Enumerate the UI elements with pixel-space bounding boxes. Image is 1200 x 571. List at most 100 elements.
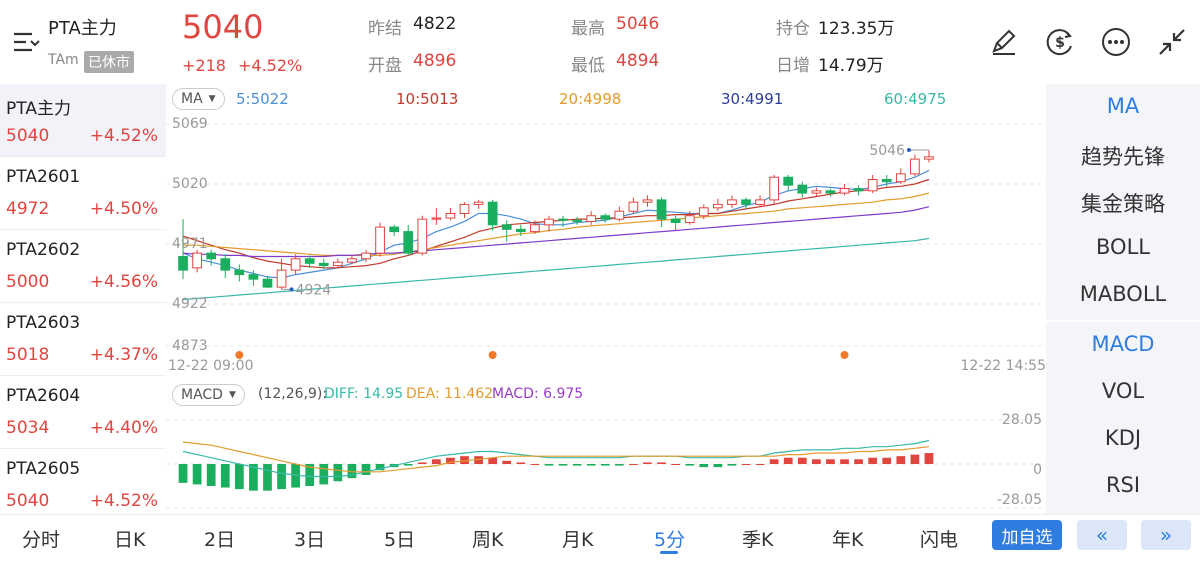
macd-bar [614, 464, 624, 466]
macd-bar [854, 459, 863, 464]
contract-item[interactable]: PTA2605 5040 +4.52% [0, 449, 166, 514]
macd-bar [896, 456, 906, 464]
currency-icon[interactable]: $ [1042, 24, 1078, 60]
macd-y-label: 28.05 [1001, 412, 1042, 428]
macd-diff-line [182, 439, 930, 478]
contract-price: 5034 [6, 418, 50, 438]
status-badge: 已休市 [84, 51, 134, 73]
candle-body [558, 218, 568, 221]
macd-bar [234, 464, 244, 490]
signal-dot [235, 351, 244, 359]
contract-price: 4972 [6, 199, 50, 219]
low-marker-dot [289, 287, 294, 292]
macd-bar [446, 457, 455, 464]
period-tab[interactable]: 季K [742, 529, 774, 551]
candle-body [741, 199, 751, 205]
caret-down-icon: ▼ [208, 94, 216, 104]
contract-item[interactable]: PTA2601 4972 +4.50% [0, 157, 166, 230]
ma5-value: 5:5022 [236, 90, 289, 108]
contract-item[interactable]: PTA2602 5000 +4.56% [0, 230, 166, 303]
period-tab[interactable]: 5日 [384, 529, 416, 551]
period-tab[interactable]: 2日 [204, 529, 236, 551]
period-tab[interactable]: 分时 [22, 529, 61, 551]
macd-bar [812, 459, 821, 464]
macd-params: (12,26,9): [258, 386, 328, 402]
collapse-icon[interactable] [1154, 24, 1190, 60]
divider [1046, 320, 1200, 322]
sub-indicator-option[interactable]: VOL [1101, 379, 1145, 403]
menu-icon[interactable] [12, 30, 40, 54]
indicator-option[interactable]: 集金策略 [1081, 192, 1165, 216]
indicator-option[interactable]: MABOLL [1079, 282, 1167, 306]
price-change: +218 [182, 56, 226, 75]
kline-chart[interactable]: MA ▼ 5:5022 10:5013 20:4998 30:4991 60:4… [166, 84, 1046, 514]
contract-item[interactable]: PTA2603 5018 +4.37% [0, 303, 166, 376]
macd-bar [699, 464, 709, 468]
macd-y-label: 0 [1033, 462, 1042, 478]
period-tab[interactable]: 闪电 [920, 529, 959, 551]
macd-bar [840, 459, 849, 464]
contract-name: PTA主力 [6, 99, 71, 119]
stat-value: 4896 [413, 51, 457, 71]
macd-bar [474, 456, 483, 464]
macd-bar [783, 457, 793, 464]
more-icon[interactable] [1098, 24, 1134, 60]
macd-bar [586, 464, 596, 466]
macd-bar [417, 462, 427, 464]
sub-indicator-selector[interactable]: MACD ▼ [172, 384, 245, 406]
macd-bar [826, 459, 835, 464]
period-tab[interactable]: 年K [832, 529, 864, 551]
sub-indicator-option[interactable]: KDJ [1104, 426, 1142, 450]
macd-plot [166, 419, 1046, 509]
macd-bar [558, 464, 568, 466]
time-start-label: 12-22 09:00 [168, 358, 254, 374]
period-tab[interactable]: 5分 [654, 529, 686, 551]
macd-bar [432, 459, 441, 464]
contract-change: +4.56% [89, 272, 158, 292]
macd-bar [657, 462, 666, 464]
macd-bar [572, 464, 582, 466]
contract-price: 5040 [6, 491, 50, 511]
svg-text:$: $ [1055, 35, 1065, 51]
contract-name: PTA2603 [6, 313, 81, 333]
period-tab[interactable]: 月K [562, 529, 594, 551]
contract-price: 5018 [6, 345, 50, 365]
main-indicator-label: MA [181, 91, 203, 107]
signal-dot [488, 351, 497, 359]
candle-body [839, 188, 850, 194]
sub-indicator-label: MACD [181, 387, 223, 403]
candle-body [712, 203, 723, 209]
macd-bar [460, 456, 469, 464]
indicator-option[interactable]: BOLL [1096, 235, 1150, 259]
candle-body [501, 224, 512, 230]
contract-item[interactable]: PTA2604 5034 +4.40% [0, 376, 166, 449]
sub-indicator-option[interactable]: RSI [1105, 473, 1141, 497]
contract-item[interactable]: PTA主力 5040 +4.52% [0, 84, 166, 157]
time-end-label: 12-22 14:55 [960, 358, 1046, 374]
candle-body [459, 203, 470, 214]
period-tab[interactable]: 日K [114, 529, 146, 551]
candle-body [431, 217, 442, 220]
candle-body [234, 269, 245, 276]
macd-y-label: -28.05 [996, 492, 1042, 508]
ma20-value: 20:4998 [559, 90, 622, 108]
candle-body [530, 224, 540, 233]
next-button[interactable]: » [1141, 520, 1191, 550]
y-label: 4922 [172, 296, 208, 312]
prev-button[interactable]: « [1077, 520, 1127, 550]
indicator-option[interactable]: 趋势先锋 [1081, 145, 1165, 169]
indicator-option[interactable]: MA [1106, 94, 1140, 118]
candle-body [276, 269, 287, 288]
add-watchlist-button[interactable]: 加自选 [992, 520, 1062, 550]
main-indicator-selector[interactable]: MA ▼ [172, 88, 225, 110]
double-right-icon: » [1159, 523, 1173, 547]
period-tab[interactable]: 3日 [294, 529, 326, 551]
candle-body [487, 201, 498, 226]
macd-bar [206, 464, 216, 486]
candle-body [684, 215, 695, 224]
contract-name: PTA2605 [6, 459, 81, 479]
period-tab[interactable]: 周K [472, 529, 504, 551]
sub-indicator-option[interactable]: MACD [1091, 332, 1155, 356]
macd-bar [277, 464, 286, 490]
draw-icon[interactable] [986, 24, 1022, 60]
